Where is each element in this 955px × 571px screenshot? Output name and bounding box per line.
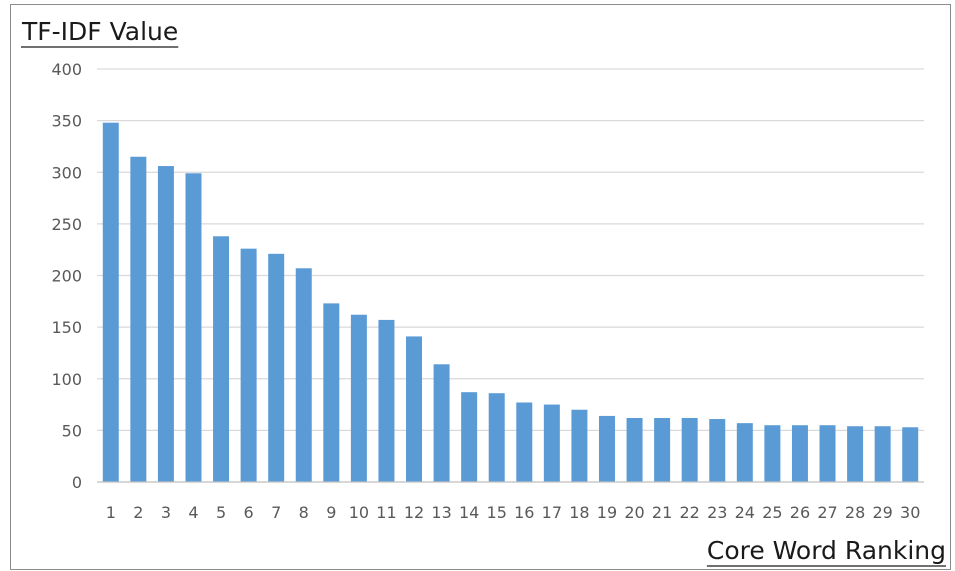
y-tick-label-150: 150 bbox=[51, 318, 82, 337]
bar-4 bbox=[185, 173, 202, 482]
x-tick-label-23: 23 bbox=[707, 503, 727, 522]
y-tick-label-200: 200 bbox=[51, 267, 82, 286]
gridlines bbox=[97, 68, 924, 431]
x-tick-label-15: 15 bbox=[487, 503, 507, 522]
x-tick-label-8: 8 bbox=[299, 503, 309, 522]
bar-14 bbox=[461, 392, 478, 482]
bar-5 bbox=[213, 236, 230, 482]
x-axis-title: Core Word Ranking bbox=[707, 536, 946, 565]
x-tick-label-17: 17 bbox=[542, 503, 562, 522]
x-tick-label-28: 28 bbox=[845, 503, 865, 522]
bar-29 bbox=[874, 426, 891, 482]
x-tick-label-9: 9 bbox=[326, 503, 336, 522]
y-tick-labels: 0 50 100 150 200 250 300 350 400 bbox=[51, 60, 82, 492]
bar-11 bbox=[378, 319, 395, 482]
y-tick-label-100: 100 bbox=[51, 370, 82, 389]
x-tick-label-7: 7 bbox=[271, 503, 281, 522]
bar-13 bbox=[433, 364, 450, 482]
bar-18 bbox=[571, 409, 588, 482]
bar-6 bbox=[240, 248, 257, 482]
x-tick-label-11: 11 bbox=[376, 503, 396, 522]
bar-8 bbox=[295, 268, 312, 482]
y-tick-label-350: 350 bbox=[51, 112, 82, 131]
bar-16 bbox=[516, 402, 533, 482]
bar-19 bbox=[598, 415, 615, 482]
bar-3 bbox=[157, 166, 174, 482]
x-tick-label-6: 6 bbox=[244, 503, 254, 522]
x-tick-label-4: 4 bbox=[188, 503, 198, 522]
bar-1 bbox=[102, 122, 119, 482]
bar-2 bbox=[130, 156, 147, 482]
x-tick-label-30: 30 bbox=[900, 503, 920, 522]
bar-15 bbox=[488, 393, 505, 482]
x-tick-labels: 1 2 3 4 5 6 7 8 9 10 11 12 13 14 15 16 17 18 19 20 21 22 23 24 2… bbox=[106, 503, 921, 522]
bar-30 bbox=[902, 427, 919, 482]
bar-9 bbox=[323, 303, 340, 482]
x-tick-label-24: 24 bbox=[735, 503, 755, 522]
bar-20 bbox=[626, 417, 643, 482]
y-tick-label-50: 50 bbox=[62, 421, 82, 440]
x-tick-label-5: 5 bbox=[216, 503, 226, 522]
y-axis-title: TF-IDF Value bbox=[21, 17, 178, 46]
x-tick-label-12: 12 bbox=[404, 503, 424, 522]
x-tick-label-10: 10 bbox=[349, 503, 369, 522]
x-tick-label-20: 20 bbox=[624, 503, 644, 522]
bar-7 bbox=[268, 253, 285, 482]
bar-26 bbox=[791, 425, 808, 482]
bar-12 bbox=[406, 336, 423, 482]
x-tick-label-1: 1 bbox=[106, 503, 116, 522]
x-tick-label-26: 26 bbox=[790, 503, 810, 522]
bar-24 bbox=[736, 423, 753, 482]
bar-23 bbox=[709, 419, 726, 482]
bars bbox=[102, 122, 919, 482]
bar-27 bbox=[819, 425, 836, 482]
y-tick-label-0: 0 bbox=[72, 473, 82, 492]
x-tick-label-14: 14 bbox=[459, 503, 479, 522]
x-tick-label-19: 19 bbox=[597, 503, 617, 522]
x-tick-label-27: 27 bbox=[817, 503, 837, 522]
x-tick-label-16: 16 bbox=[514, 503, 534, 522]
x-tick-label-25: 25 bbox=[762, 503, 782, 522]
y-tick-label-250: 250 bbox=[51, 215, 82, 234]
x-tick-label-13: 13 bbox=[431, 503, 451, 522]
bar-22 bbox=[681, 417, 698, 482]
x-tick-label-21: 21 bbox=[652, 503, 672, 522]
bar-25 bbox=[764, 425, 781, 482]
x-tick-label-3: 3 bbox=[161, 503, 171, 522]
bar-10 bbox=[350, 314, 367, 482]
bar-17 bbox=[543, 404, 560, 482]
x-tick-label-29: 29 bbox=[872, 503, 892, 522]
x-tick-label-18: 18 bbox=[569, 503, 589, 522]
bar-21 bbox=[654, 417, 671, 482]
bar-28 bbox=[847, 426, 864, 482]
y-tick-label-300: 300 bbox=[51, 163, 82, 182]
y-tick-label-400: 400 bbox=[51, 60, 82, 79]
x-tick-label-2: 2 bbox=[133, 503, 143, 522]
x-tick-label-22: 22 bbox=[680, 503, 700, 522]
